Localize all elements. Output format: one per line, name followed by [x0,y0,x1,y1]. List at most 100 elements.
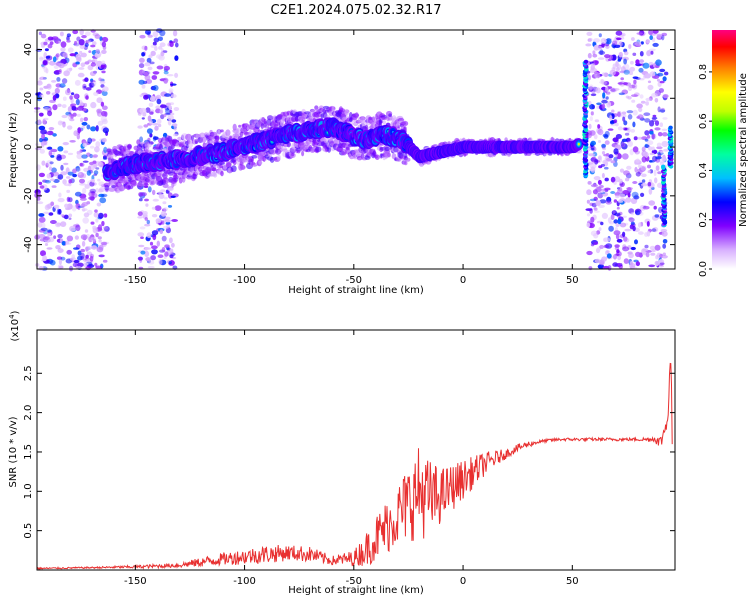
heatmap-noise-blob [615,122,619,127]
heatmap-noise-blob [38,172,46,178]
heatmap-noise-blob [616,249,620,254]
heatmap-noise-blob [169,248,174,252]
heatmap-ridge-halo [118,184,125,192]
heatmap-noise-blob [627,114,633,120]
heatmap-noise-blob [588,84,594,90]
heatmap-noise-blob [635,59,640,65]
heatmap-noise-blob [639,59,645,63]
heatmap-noise-blob [625,95,630,99]
heatmap-noise-blob [627,140,633,147]
heatmap-noise-blob [615,66,620,72]
heatmap-noise-blob [637,114,644,120]
heatmap-noise-blob [144,250,150,257]
heatmap-ridge-halo [220,129,224,133]
heatmap-noise-blob [62,96,67,101]
heatmap-noise-blob [77,127,81,134]
heatmap-noise-blob [90,101,97,109]
heatmap-noise-blob [587,52,592,59]
heatmap-noise-blob [35,147,42,151]
heatmap-noise-blob [159,42,166,47]
heatmap-noise-blob [595,87,601,94]
heatmap-noise-blob [38,216,46,223]
heatmap-noise-blob [95,48,100,54]
heatmap-noise-blob [169,109,173,114]
figure-title: C2E1.2024.075.02.32.R17 [270,3,441,18]
heatmap-noise-blob [51,36,59,40]
heatmap-noise-blob [149,61,155,65]
heatmap-noise-blob [623,51,629,56]
heatmap-noise-blob [624,228,632,232]
heatmap-noise-blob [613,253,617,260]
heatmap-noise-blob [597,179,602,185]
heatmap-noise-blob [656,78,661,82]
heatmap-noise-blob [38,112,44,117]
heatmap-noise-blob [140,236,144,239]
heatmap-noise-blob [67,113,71,120]
heatmap-noise-blob [602,147,607,151]
heatmap-noise-blob [638,107,643,113]
heatmap-noise-blob [164,93,171,97]
heatmap-noise-blob [622,127,628,131]
heatmap-noise-blob [636,32,643,35]
heatmap-ridge-halo [219,164,223,169]
heatmap-noise-blob [145,203,149,207]
heatmap-noise-blob [96,97,103,104]
heatmap-noise-blob [586,189,592,196]
heatmap-noise-blob [642,248,649,252]
heatmap-ridge-halo [127,143,132,150]
heatmap-noise-blob [663,148,669,152]
heatmap-noise-blob [101,193,108,198]
heatmap-noise-blob [597,264,605,269]
heatmap-noise-blob [39,93,44,99]
heatmap-noise-blob [44,179,52,184]
heatmap-noise-blob [590,216,595,223]
heatmap-noise-blob [634,239,638,245]
heatmap-noise-blob [137,211,143,216]
heatmap-noise-blob [638,231,644,235]
heatmap-noise-blob [142,112,147,117]
heatmap-noise-blob [657,132,663,137]
heatmap-noise-blob [632,181,638,184]
heatmap-noise-blob [609,69,616,76]
heatmap-noise-blob [92,154,99,158]
heatmap-noise-blob [59,83,66,88]
heatmap-noise-blob [628,71,634,76]
heatmap-noise-blob [170,94,177,98]
heatmap-noise-blob [62,142,69,146]
heatmap-ridge-halo [314,105,319,110]
heatmap-noise-blob [98,77,102,82]
heatmap-noise-blob [78,67,85,70]
heatmap-noise-blob [617,111,621,117]
heatmap-noise-blob [661,140,669,148]
heatmap-noise-blob [599,199,607,204]
heatmap-noise-blob [652,42,659,47]
heatmap-ridge-halo [251,155,258,159]
heatmap-noise-blob [149,111,154,115]
heatmap-noise-blob [631,37,635,41]
heatmap-noise-blob [62,179,67,185]
heatmap-noise-blob [606,101,612,108]
heatmap-noise-blob [60,171,68,176]
heatmap-noise-blob [39,57,46,60]
heatmap-noise-blob [625,177,630,182]
heatmap-noise-blob [648,160,653,163]
heatmap-noise-blob [78,172,82,176]
heatmap-noise-blob [644,143,648,148]
heatmap-noise-blob [138,79,145,85]
heatmap-noise-blob [35,92,40,96]
heatmap-noise-blob [67,152,74,156]
heatmap-noise-blob [649,71,656,77]
heatmap-noise-blob [622,231,626,237]
heatmap-ridge-halo [303,144,310,149]
heatmap-noise-blob [648,61,654,66]
heatmap-ridge-halo [258,160,263,165]
heatmap-noise-blob [628,217,633,220]
heatmap-noise-blob [102,127,109,134]
heatmap-noise-blob [613,212,621,217]
heatmap-noise-blob [101,60,106,66]
heatmap-noise-blob [144,223,151,227]
heatmap-noise-blob [151,75,158,80]
heatmap-noise-blob [173,38,179,43]
heatmap-noise-blob [101,70,106,74]
heatmap-noise-blob [88,38,94,42]
